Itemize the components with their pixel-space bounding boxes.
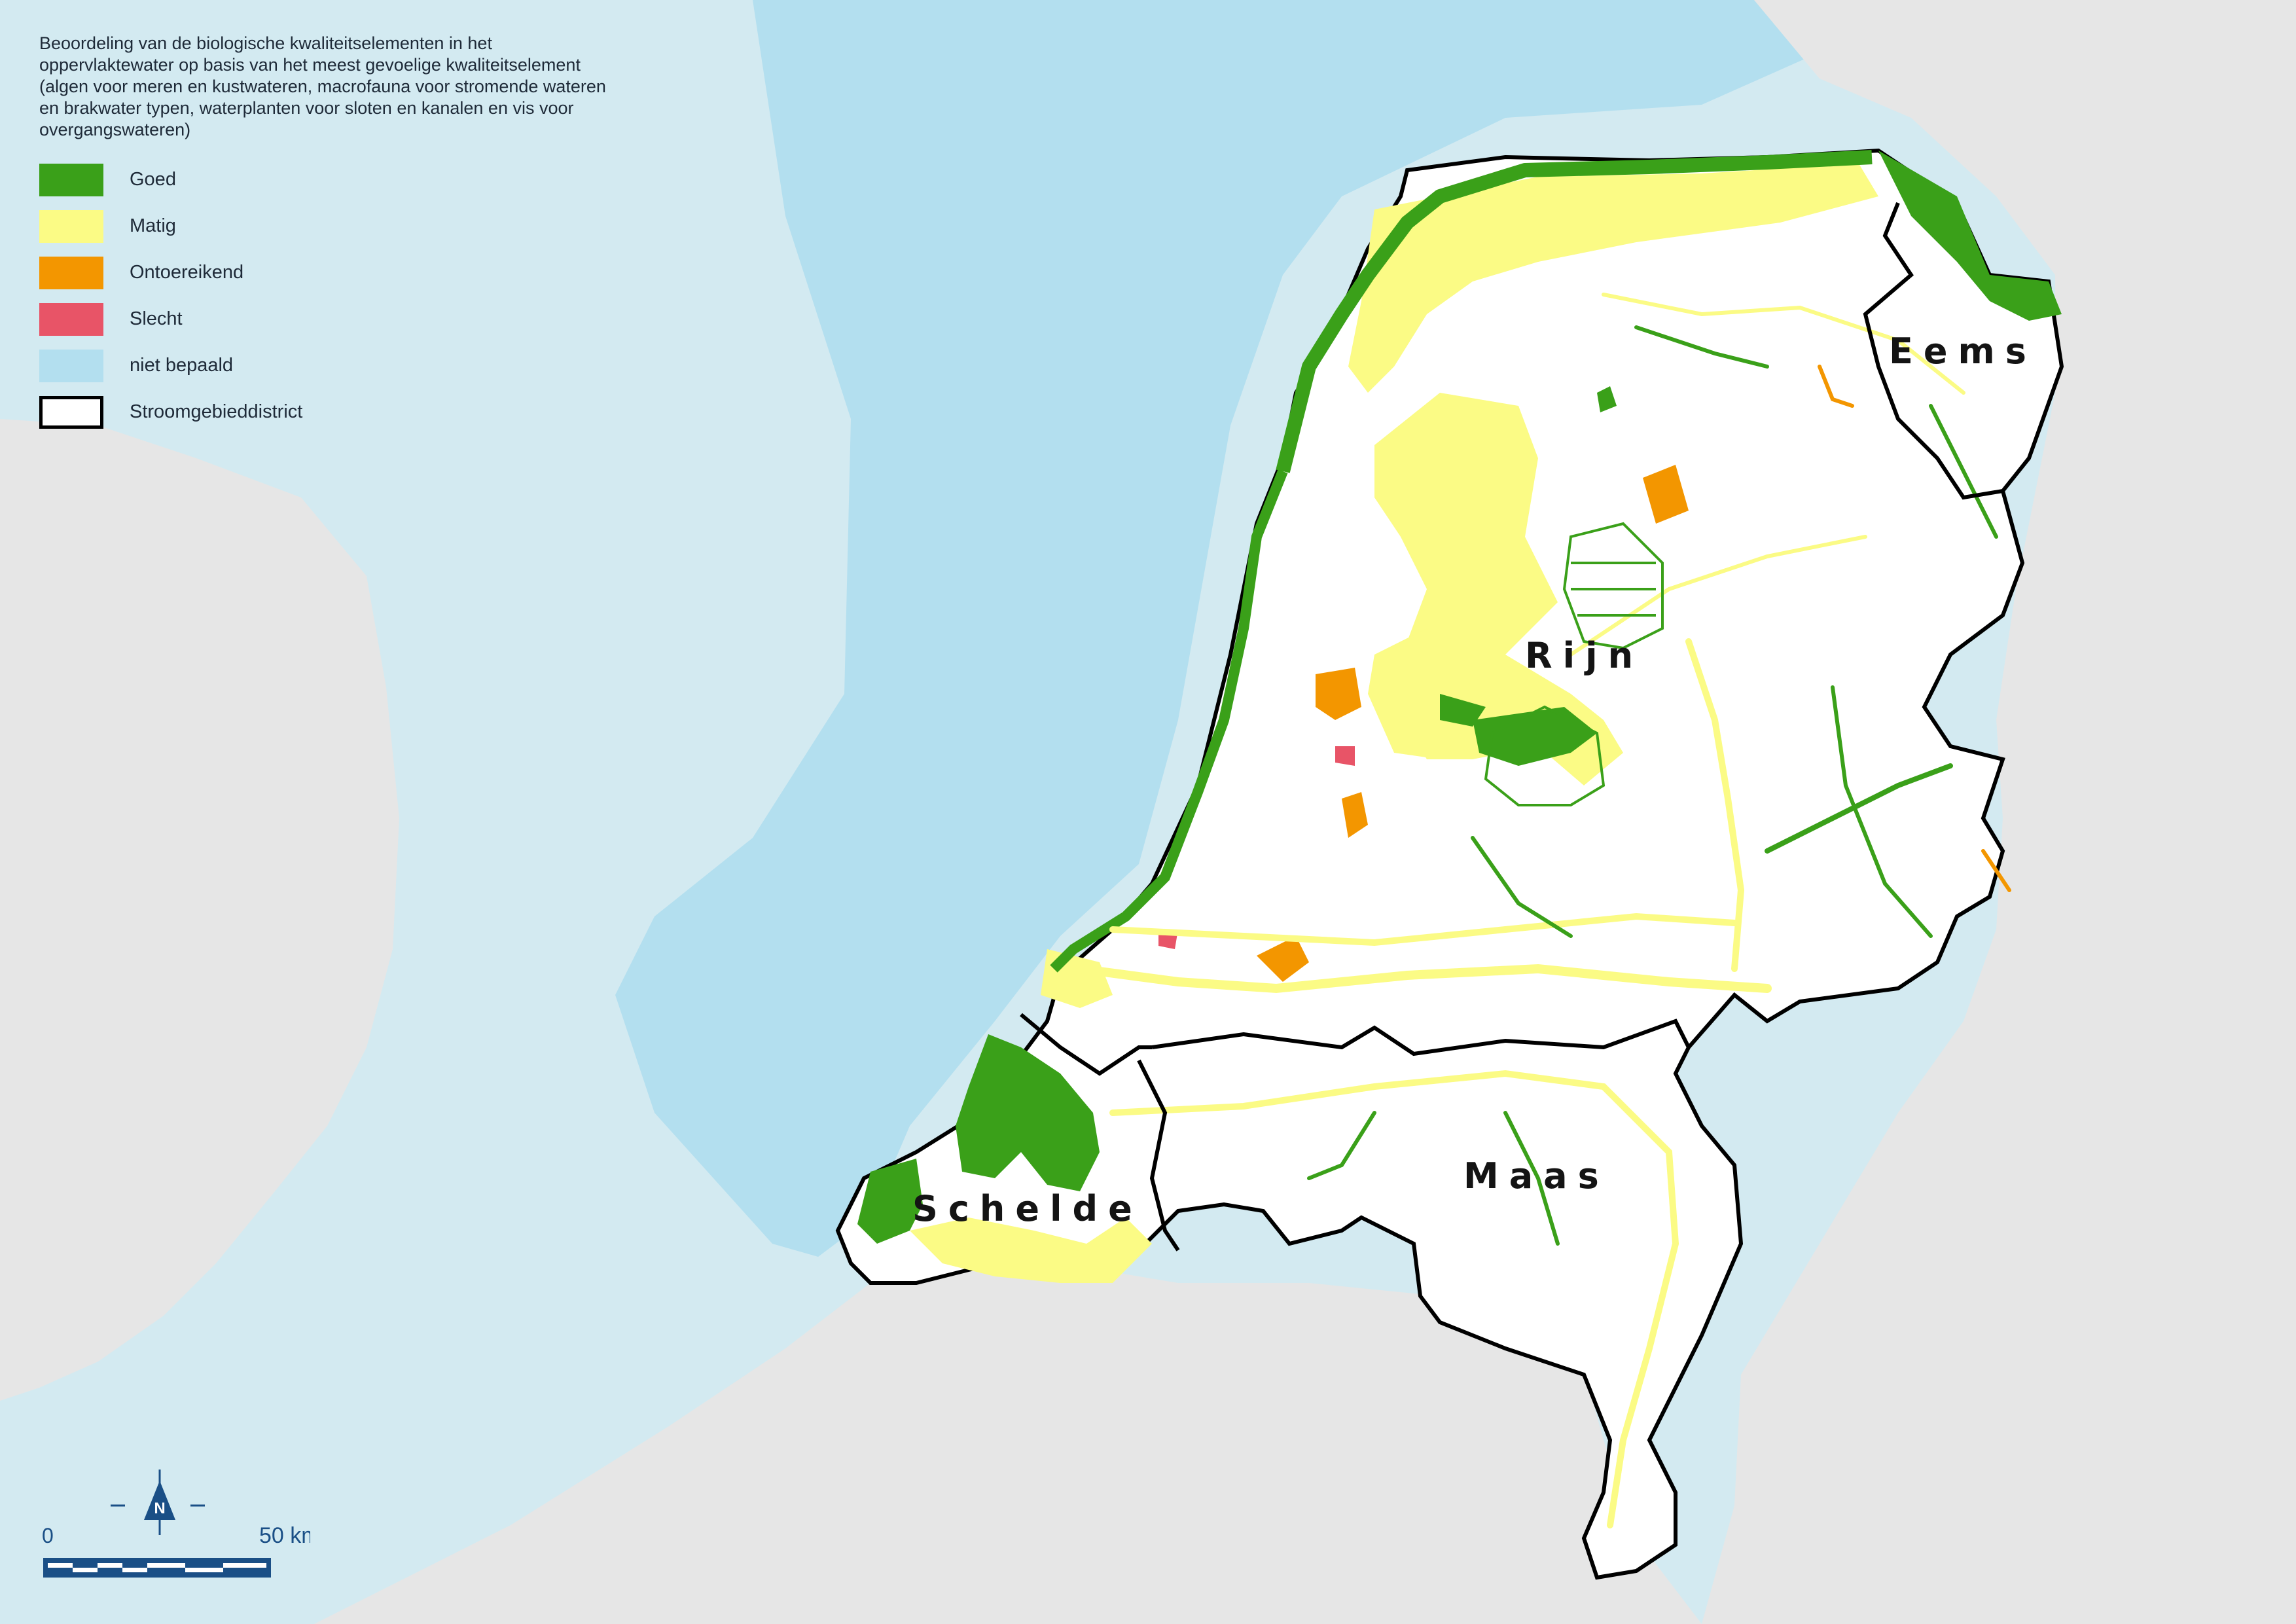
legend-label: Matig bbox=[130, 215, 176, 236]
wadden-coast-green bbox=[1276, 150, 1873, 473]
green-stream-6 bbox=[1634, 325, 1769, 369]
north-label: N bbox=[154, 1500, 165, 1517]
voordelta-green bbox=[857, 1159, 923, 1244]
holland-coast-green bbox=[1050, 469, 1288, 973]
maas-river bbox=[1109, 1070, 1679, 1528]
scale-end-label: 50 km bbox=[259, 1523, 310, 1548]
legend-item: Ontoereikend bbox=[39, 249, 628, 296]
yellow-canal-1 bbox=[1602, 293, 1965, 395]
ijssel-river bbox=[1685, 638, 1745, 972]
schelde-maas-boundary bbox=[1137, 1059, 1180, 1252]
schelde-rijn-boundary bbox=[1020, 1013, 1152, 1076]
belgium-landmass bbox=[314, 1257, 1702, 1624]
district-boundaries bbox=[1020, 202, 2003, 1252]
orange-stream-1 bbox=[1981, 849, 2011, 892]
polder-ring bbox=[1562, 522, 1664, 650]
scale-bar-segment-3 bbox=[98, 1563, 122, 1568]
green-stream-1 bbox=[1471, 836, 1573, 938]
legend-swatch bbox=[39, 163, 103, 196]
rivers bbox=[1075, 293, 2011, 1528]
scale-bar-segment-6 bbox=[185, 1568, 223, 1572]
district-label-maas: Maas bbox=[1463, 1155, 1609, 1197]
district-label-schelde: Schelde bbox=[912, 1188, 1143, 1229]
legend-item: Stroomgebieddistrict bbox=[39, 389, 628, 435]
yellow-canal-2 bbox=[1569, 535, 1867, 657]
red-patch-1 bbox=[1335, 746, 1355, 766]
orange-patch-4 bbox=[1643, 465, 1689, 524]
legend-label: Stroomgebieddistrict bbox=[130, 401, 303, 422]
legend-swatch bbox=[39, 395, 103, 429]
eems-estuary-green bbox=[1878, 151, 2062, 321]
waal-river bbox=[1075, 964, 1772, 994]
scale-bar-segment-2 bbox=[73, 1568, 98, 1572]
scale-bar-segment-4 bbox=[122, 1568, 147, 1572]
legend: Beoordeling van de biologische kwaliteit… bbox=[39, 33, 628, 435]
scale-start-label: 0 bbox=[42, 1524, 54, 1547]
uk-landmass bbox=[0, 419, 399, 1401]
orange-patch-1 bbox=[1316, 668, 1361, 720]
germany-landmass bbox=[1702, 0, 2296, 1624]
orange-stream-2 bbox=[1818, 365, 1854, 408]
rijn-maas-boundary bbox=[1151, 1019, 1691, 1056]
green-stream-4 bbox=[1307, 1111, 1376, 1180]
legend-items: Goed Matig Ontoereikend Slecht niet bepaald S… bbox=[39, 156, 628, 435]
north-sea bbox=[615, 0, 1872, 1257]
polder-ring-2 bbox=[1484, 705, 1605, 806]
veluwemeer-green bbox=[1473, 707, 1597, 766]
north-arrow: N bbox=[111, 1470, 209, 1535]
green-stream-2 bbox=[1831, 685, 1933, 938]
vecht-river bbox=[1765, 763, 1953, 854]
legend-item: niet bepaald bbox=[39, 342, 628, 389]
legend-swatch bbox=[39, 349, 103, 382]
flevoland-polder bbox=[1484, 522, 1664, 806]
legend-title: Beoordeling van de biologische kwaliteit… bbox=[39, 33, 606, 139]
schelde-green bbox=[956, 1034, 1100, 1191]
legend-item: Goed bbox=[39, 156, 628, 203]
north-arrow-icon bbox=[144, 1481, 175, 1520]
lek-river bbox=[1109, 912, 1738, 947]
legend-label: Goed bbox=[130, 169, 176, 190]
westerschelde bbox=[910, 1218, 1152, 1283]
legend-item: Slecht bbox=[39, 296, 628, 342]
lake-green-1 bbox=[1440, 694, 1486, 727]
green-stream-3 bbox=[1503, 1111, 1560, 1246]
eems-rijn-boundary bbox=[1863, 202, 2003, 500]
legend-label: niet bepaald bbox=[130, 355, 234, 376]
scale-bar-segment-5 bbox=[147, 1563, 185, 1568]
lake-green-2 bbox=[1597, 386, 1617, 412]
legend-swatch bbox=[39, 256, 103, 289]
ijsselmeer bbox=[1348, 164, 1878, 393]
district-label-rijn: Rijn bbox=[1525, 635, 1643, 676]
scale-bar: N 0 50 km bbox=[42, 1470, 310, 1578]
legend-swatch bbox=[39, 302, 103, 336]
markermeer-south bbox=[1368, 628, 1473, 759]
netherlands-land bbox=[835, 148, 2064, 1580]
orange-patch-2 bbox=[1342, 792, 1368, 838]
district-label-eems: Eems bbox=[1889, 331, 2037, 372]
legend-label: Ontoereikend bbox=[130, 262, 244, 283]
legend-label: Slecht bbox=[130, 308, 183, 329]
scale-bar-segment-7 bbox=[223, 1563, 266, 1568]
scale-bar-segment-1 bbox=[48, 1563, 73, 1568]
legend-item: Matig bbox=[39, 203, 628, 249]
orange-patch-3 bbox=[1257, 936, 1309, 982]
green-stream-5 bbox=[1929, 404, 1998, 539]
legend-swatch bbox=[39, 209, 103, 243]
